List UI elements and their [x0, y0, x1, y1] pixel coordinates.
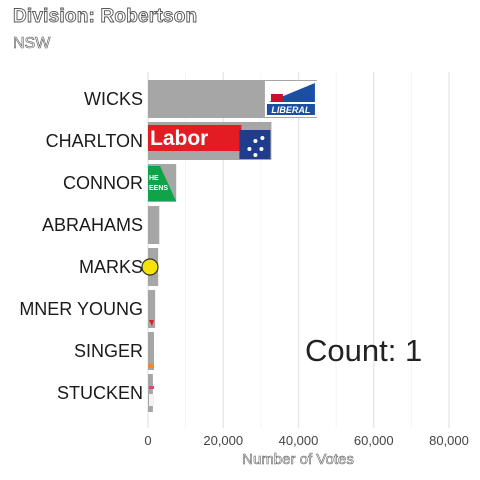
bar	[148, 206, 160, 244]
labor-star	[253, 153, 258, 157]
yellow-party-logo	[141, 258, 159, 276]
x-tick-label: 60,000	[354, 433, 394, 448]
x-tick-label: 40,000	[279, 433, 319, 448]
count-label: Count: 1	[305, 333, 423, 368]
chart-title: Division: Robertson	[13, 6, 198, 28]
pink-party-logo	[149, 386, 154, 389]
x-tick-label: 0	[144, 433, 151, 448]
liberal-logo-text: LIBERAL	[271, 105, 310, 115]
category-label: WICKS	[84, 89, 143, 109]
labor-star	[247, 147, 252, 151]
category-label: ABRAHAMS	[42, 215, 143, 235]
orange-party-logo	[148, 364, 154, 368]
greens-logo-text: HE	[149, 175, 159, 182]
labor-star	[253, 139, 258, 143]
x-axis-label: Number of Votes	[242, 451, 354, 469]
labor-star	[260, 136, 265, 140]
greens-logo-shape	[148, 166, 176, 201]
labor-star	[259, 147, 264, 151]
category-label: CHARLTON	[46, 131, 143, 151]
bar	[148, 290, 156, 328]
greens-logo: HE EENS	[148, 166, 176, 201]
chart-subtitle: NSW	[13, 35, 51, 53]
category-label: STUCKEN	[57, 383, 143, 403]
x-tick-label: 20,000	[203, 433, 243, 448]
bar	[148, 374, 153, 412]
liberal-logo: LIBERAL	[264, 81, 317, 117]
labor-logo: Labor	[148, 125, 271, 159]
category-label: MARKS	[79, 257, 143, 277]
liberal-flag	[270, 94, 283, 102]
greens-logo-text: EENS	[149, 185, 168, 192]
pink-party-logo-base	[149, 394, 154, 406]
labor-logo-red	[148, 125, 242, 151]
x-tick-label: 80,000	[429, 433, 469, 448]
category-label: SINGER	[74, 341, 143, 361]
category-label: MNER YOUNG	[19, 299, 143, 319]
red-party-logo	[149, 320, 154, 326]
labor-logo-text: Labor	[150, 127, 208, 150]
liberal-bar	[266, 104, 315, 115]
category-label: CONNOR	[63, 173, 143, 193]
bar	[148, 332, 155, 370]
